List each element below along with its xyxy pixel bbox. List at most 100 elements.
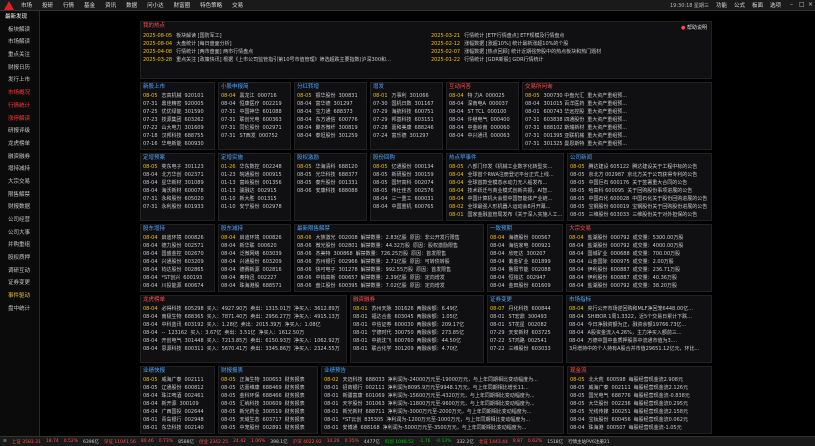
interaction-title[interactable]: 互动问答 — [449, 84, 472, 90]
list-item[interactable]: 08-05 泰升股份 001331 — [295, 179, 366, 187]
list-item[interactable]: 08-01 ST宏鼎 300493 — [488, 313, 562, 321]
list-item[interactable]: 08-06 微光股份 002801 解禁数量：44.32万股 原因：股权激励限售 — [295, 242, 483, 250]
sidebar-item[interactable]: 事件驱动 — [8, 293, 31, 300]
sidebar-item[interactable]: 调研互动 — [8, 267, 31, 274]
list-item[interactable]: 08-05 光华科技 688377 — [295, 171, 366, 179]
list-item[interactable]: 08-05 国轩高科 002074 — [371, 179, 442, 187]
sidebar-item[interactable]: 重点关注 — [8, 52, 31, 59]
list-item[interactable]: 08-01 东华科技 002140 — [141, 424, 214, 432]
list-item[interactable]: 08-04 宝钛股份 600456 每股经营现金流0.062元 — [568, 416, 711, 424]
list-item[interactable]: 07-31 永利股份 601933 — [141, 203, 214, 211]
list-item[interactable]: 08-04 珠海港股 688571 — [219, 282, 290, 290]
menu-formula[interactable]: 公式 — [734, 3, 746, 9]
list-item[interactable]: 08-05 中国石化 600028 中国石化关于股份回购进展的公告 — [568, 195, 711, 203]
list-item[interactable]: 08-04 泰坦股份 301259 — [295, 132, 366, 140]
sidebar-item[interactable]: 公司大事 — [8, 229, 31, 236]
list-item[interactable]: 08-04 鲁阳节能 002088 — [488, 266, 562, 274]
list-item[interactable]: 08-04 伊利股份 600887 成交量：236.71万股 — [567, 266, 711, 274]
profit-forecast-title[interactable]: 业绩预告 — [324, 368, 347, 374]
list-item[interactable]: 08-04 特 力A 000025 — [447, 92, 518, 100]
list-item[interactable]: 08-04 启迪环境 000826 — [141, 234, 214, 242]
list-item[interactable]: 08-05 汇纳科技 300609 财务报表 — [219, 400, 317, 408]
list-item[interactable]: 08-05 北大荒 600598 每股经营现金流2.908元 — [568, 376, 711, 384]
list-item[interactable]: 08-01 新光新材 688711 净利润为-3000万元至-2000万元，与上年同期… — [322, 408, 563, 416]
list-item[interactable]: 08-04 国盛金控 002670 — [141, 250, 214, 258]
list-item[interactable]: 08-04 兴通股份 603209 — [219, 258, 290, 266]
list-item[interactable]: 08-04 珠江啤酒 002461 — [141, 392, 214, 400]
list-item[interactable]: 08-04 奥特迅 002227 — [219, 274, 290, 282]
list-item[interactable]: 08-04 开创电气 301448 买入：7213.85万 卖出：6150.93万 净买入… — [141, 337, 346, 345]
list-item[interactable]: 08-04 恒康医疗 002219 — [219, 100, 290, 108]
list-item[interactable]: 08-05 中国巨石 600176 关于签署重大合同的公告 — [568, 179, 711, 187]
list-item[interactable]: 08-01 新疆富康 601069 净利润为-15600万元至-4320万元，与上年同… — [322, 392, 563, 400]
list-item[interactable]: 01-13 骏融达 002915 — [219, 187, 290, 195]
list-item[interactable]: 08-05 振华股份 300831 — [295, 92, 366, 100]
list-item[interactable]: 08-05 中宠股份 002891 财务报表 — [219, 424, 317, 432]
list-item[interactable]: 08-04 中国重机 600765 — [371, 203, 442, 211]
list-item[interactable]: 07-22 三维股份 603033 — [488, 345, 562, 353]
menu-item[interactable]: 市场 — [21, 3, 33, 9]
holder-increase-title[interactable]: 股东增持 — [143, 226, 166, 232]
list-item[interactable]: 07-29 海航科技 600751 — [371, 108, 442, 116]
list-item[interactable]: 08-04 央行公开市场逆回购和MLF净回笼6448.00亿... — [567, 305, 711, 313]
list-item[interactable]: 07-28 嘉和美康 688246 — [371, 124, 442, 132]
list-item[interactable]: 08-04 必得科技 605298 买入：4927.90万 卖出：1315.01万 净买入… — [141, 305, 346, 313]
list-item[interactable]: 08-04 金田股份 601609 — [488, 282, 562, 290]
sidebar-item[interactable]: 行情统计 — [8, 102, 31, 109]
list-item[interactable]: 08-04 盐湖股份 000792 成交量：4000.00万股 — [567, 242, 711, 250]
list-item[interactable]: 07-31 ST西发 000752 — [219, 132, 290, 140]
sidebar-item[interactable]: 研报评级 — [8, 128, 31, 135]
list-item[interactable]: 08-04 SHIBOR 1周1.3322，近5个交易日累计下跌... — [567, 313, 711, 321]
small-cap-title[interactable]: 小股申报简 — [221, 84, 249, 90]
menu-options[interactable]: 选项 — [770, 3, 782, 9]
list-item[interactable]: 08-04 中科蓝讯 603192 买入：1.28亿 卖出：2015.39万 净买入：1.… — [141, 321, 346, 329]
list-item[interactable]: 08-04 中国计算机大会暨中国智能体产业链... — [447, 195, 563, 203]
list-item[interactable]: 08-04 珠海港 000507 每股经营现金流-1.05元 — [568, 424, 711, 432]
menu-item[interactable]: 基金 — [84, 3, 96, 9]
list-item[interactable]: 08-04 富华德 301297 — [295, 100, 366, 108]
maximize-icon[interactable]: □ — [799, 1, 805, 8]
list-item[interactable]: 08-04 三一重工 600031 — [371, 195, 442, 203]
list-item[interactable]: 08-04 盐湖股份 000792 成交量：38.20万股 — [567, 282, 711, 290]
sidebar-item[interactable]: 增持减持 — [8, 166, 31, 173]
list-item[interactable]: 07-31 中国神华 601088 — [219, 108, 290, 116]
list-item[interactable]: 07-30 国机日数 301167 — [371, 100, 442, 108]
sidebar-item[interactable]: 发行上市 — [8, 77, 31, 84]
change-title[interactable]: 证券变更 — [490, 297, 513, 303]
list-item[interactable]: 07-31 301325 曼恩斯特 重大资产重组预... — [523, 140, 711, 148]
list-item[interactable]: 01-23 皖通股份 000915 — [219, 171, 290, 179]
list-item[interactable]: 08-02 全球最强人形机器人运动会8月开幕... — [447, 203, 563, 211]
menu-item[interactable]: 交易 — [232, 3, 244, 9]
list-item[interactable]: 08-05 伟仕佳杰 002576 — [371, 187, 442, 195]
list-item[interactable]: 08-04 泛微网络 603039 — [219, 250, 290, 258]
list-item[interactable]: 08-04 盐湖股份 000792 成交量：5300.00万股 — [567, 234, 711, 242]
list-item[interactable]: 08-06 盘江股份 600395 解禁数量：7.02亿股 原因：定向增发 — [295, 282, 483, 290]
list-item[interactable]: 08-04 新华联 000620 — [219, 242, 290, 250]
minimize-icon[interactable]: – — [790, 1, 793, 8]
list-item[interactable]: 07-31 688102 斯瑞新材 重大资产重组预... — [523, 124, 711, 132]
list-item[interactable]: 07-29 邦基科技 603151 — [371, 116, 442, 124]
list-item[interactable]: 08-04 星华新材 301089 — [141, 179, 214, 187]
list-item[interactable]: 08-01 招商银行 002111 净利润为8095.9万元至9948.1万元，与上年… — [322, 384, 563, 392]
unlock-title[interactable]: 最新限售解禁 — [297, 226, 331, 232]
list-item[interactable]: 08-04 德力股份 002571 — [141, 242, 214, 250]
list-item[interactable]: 01-10 新大胜 001315 — [219, 195, 290, 203]
list-item[interactable]: 07-25 优优绿能 301590 — [141, 108, 214, 116]
list-item[interactable]: 07-29 天安新材 603725 — [488, 329, 562, 337]
list-item[interactable]: 08-04 恒铭达 002947 — [488, 274, 562, 282]
hot-item[interactable]: 2025-01-22 行情统计 [GDR新股] GDR行情统计 — [429, 56, 711, 64]
list-item[interactable]: 08-04 启迪环境 000826 — [219, 234, 290, 242]
list-item[interactable]: 07-31 603838 四通股份 重大资产重组预... — [523, 116, 711, 124]
list-item[interactable]: 08-04 德赛新源 002816 — [219, 266, 290, 274]
sidebar-item[interactable]: 并购重组 — [8, 242, 31, 249]
sidebar-item[interactable]: 融资融券 — [8, 153, 31, 160]
close-icon[interactable]: × — [808, 1, 814, 8]
list-item[interactable]: 08-05 300730 中盘光汇 重大资产重组预... — [523, 92, 711, 100]
list-item[interactable]: 08-05 达嘉维康 688469 财务报表 — [219, 384, 317, 392]
hot-news-title[interactable]: 热点早事件 — [449, 155, 477, 161]
menu-item[interactable]: 问小达 — [147, 3, 164, 9]
hot-item[interactable]: 2025-03-21 行情统计 [ETF行情盘点] ETF规模及行情盘点 — [429, 32, 711, 40]
list-item[interactable]: 08-04 今日净融资额为正，融资余额19766.73亿... — [567, 321, 711, 329]
list-item[interactable]: 08-04 新开源 300109 — [141, 400, 214, 408]
list-item[interactable]: 07-31 同伦股份 002971 — [219, 124, 290, 132]
